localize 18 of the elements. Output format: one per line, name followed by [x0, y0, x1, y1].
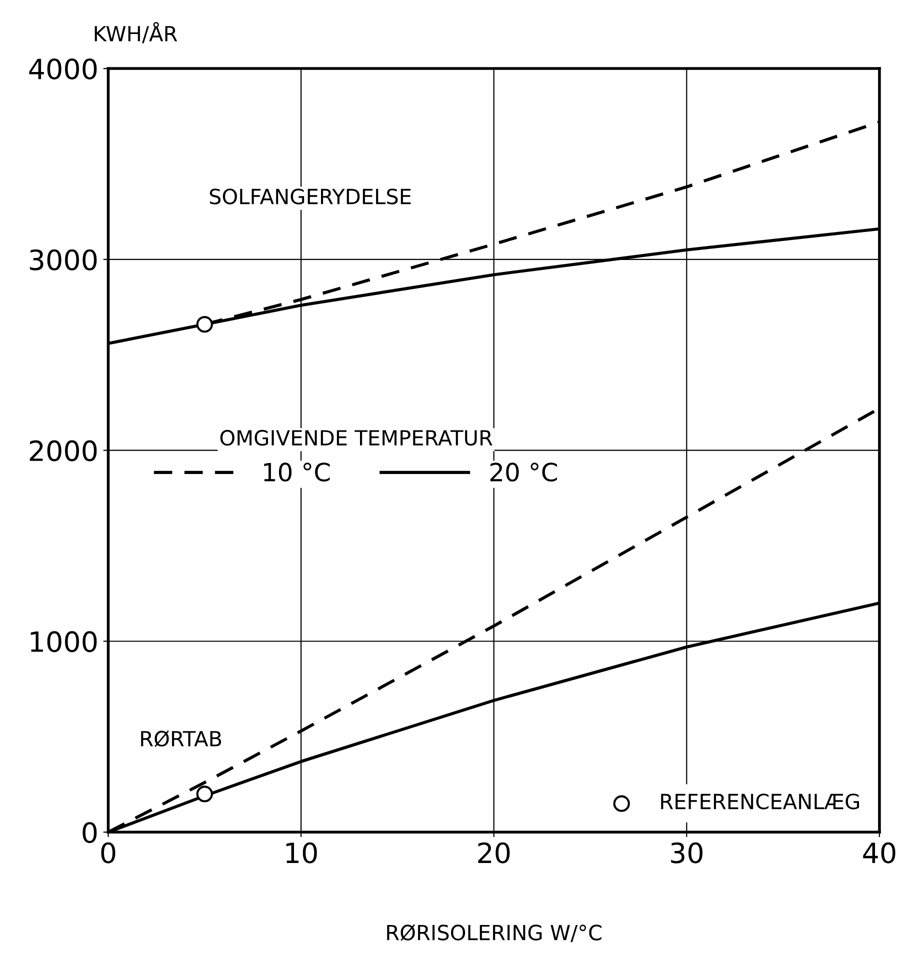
x-tick-label: 40 — [863, 842, 896, 864]
legend-label: REFERENCEANLÆG — [661, 794, 859, 810]
annotation: RØRTAB — [141, 730, 222, 747]
x-tick-label: 30 — [671, 842, 702, 864]
x-axis-title: RØRISOLERING W/°C — [387, 924, 602, 942]
y-tick-label: 4000 — [29, 58, 97, 80]
y-tick-label: 2000 — [30, 440, 97, 462]
y-tick-label: 0 — [82, 822, 97, 844]
x-tick-label: 10 — [286, 842, 317, 864]
annotation: SOLFANGERYDELSE — [210, 188, 411, 204]
x-tick-label: 20 — [478, 842, 510, 864]
x-tick-label: 0 — [101, 842, 116, 864]
y-tick-label: 1000 — [30, 631, 97, 652]
legend-label: 10 °C — [264, 462, 330, 482]
legend-label: 20 °C — [490, 462, 557, 482]
legend-title: OMGIVENDE TEMPERATUR — [220, 430, 492, 446]
y-axis-title: KWH/ÅR — [94, 22, 178, 44]
y-tick-label: 3000 — [30, 249, 97, 270]
